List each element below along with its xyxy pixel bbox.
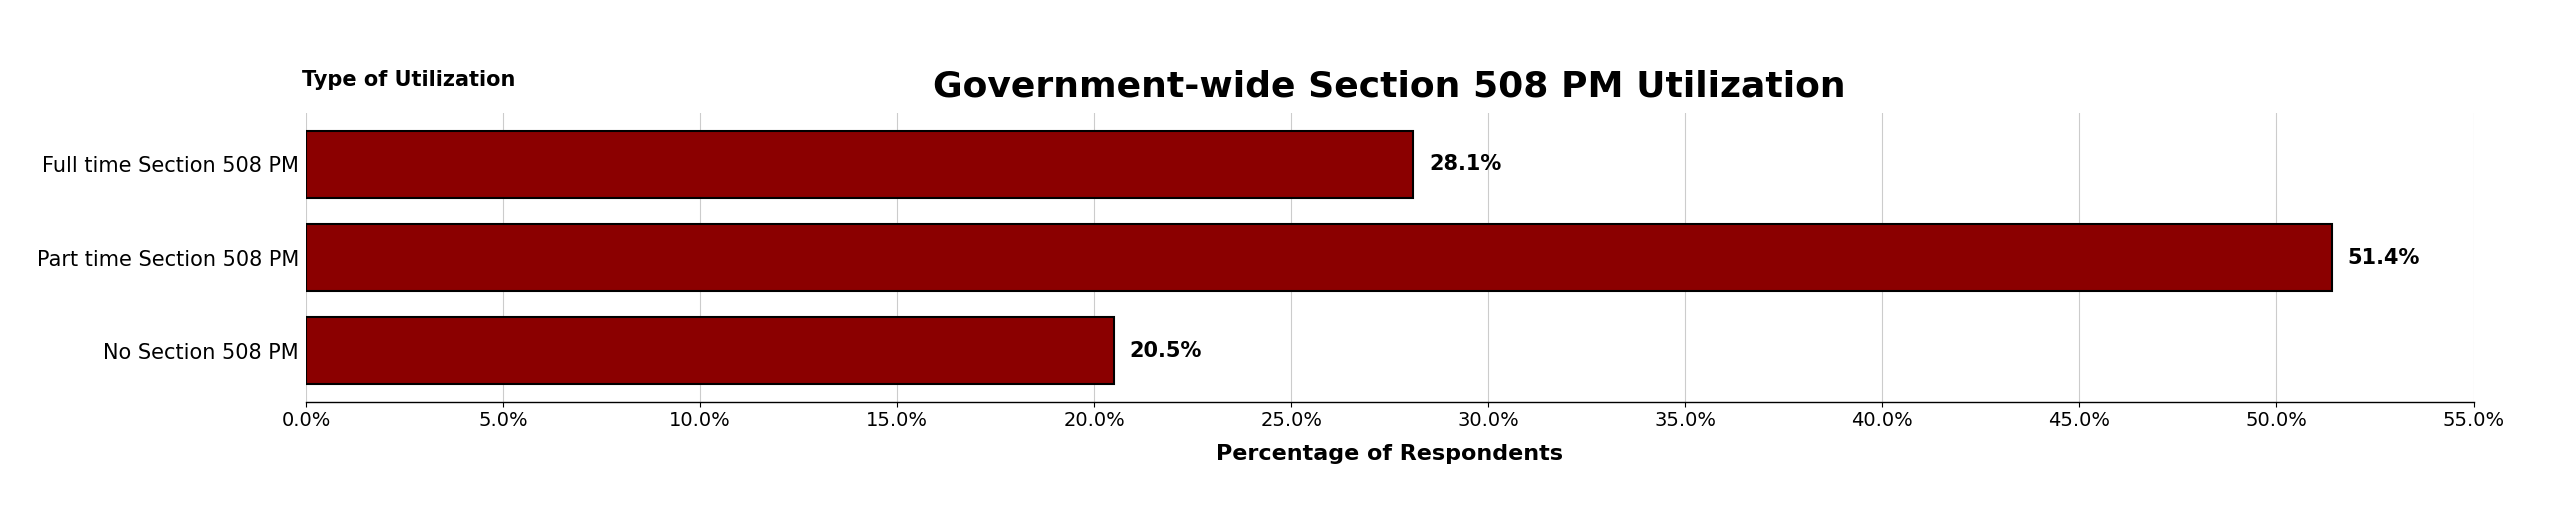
Title: Government-wide Section 508 PM Utilization: Government-wide Section 508 PM Utilizati…: [933, 70, 1846, 104]
Bar: [306, 131, 1413, 198]
Bar: [306, 224, 2331, 291]
Text: Type of Utilization: Type of Utilization: [301, 70, 515, 90]
Text: 51.4%: 51.4%: [2349, 248, 2420, 267]
Bar: [306, 317, 1114, 384]
X-axis label: Percentage of Respondents: Percentage of Respondents: [1216, 444, 1563, 465]
Text: 20.5%: 20.5%: [1130, 340, 1201, 360]
Text: 28.1%: 28.1%: [1428, 154, 1502, 175]
